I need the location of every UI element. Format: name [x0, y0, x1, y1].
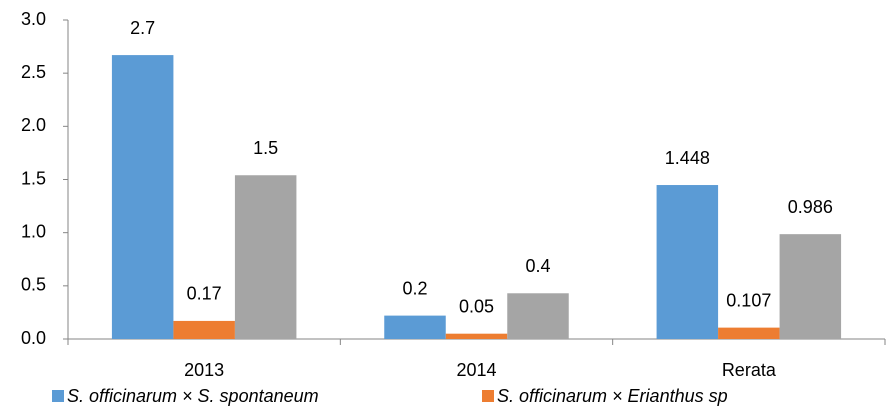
y-tick-label: 1.5 [21, 168, 46, 188]
y-tick-label: 2.5 [21, 62, 46, 82]
bar [384, 315, 446, 339]
data-label: 0.05 [459, 296, 494, 316]
x-tick-label: 2013 [184, 360, 224, 380]
y-tick-label: 1.0 [21, 221, 46, 241]
bar [718, 327, 780, 339]
data-label: 0.17 [187, 284, 222, 304]
legend-swatch [52, 390, 64, 402]
y-tick-label: 2.0 [21, 115, 46, 135]
bar [656, 185, 719, 339]
x-tick-label: 2014 [456, 360, 496, 380]
bar [779, 234, 842, 339]
legend-swatch [482, 390, 494, 402]
data-label: 1.5 [253, 138, 278, 158]
y-tick-label: 0.5 [21, 275, 46, 295]
data-label: 0.986 [788, 197, 833, 217]
data-label: 0.107 [726, 290, 771, 310]
data-label: 0.2 [402, 278, 427, 298]
data-label: 1.448 [665, 148, 710, 168]
y-tick-label: 0.0 [21, 328, 46, 348]
bar [507, 293, 569, 339]
data-label: 2.7 [130, 18, 155, 38]
legend-label: S. officinarum × Erianthus sp [497, 386, 728, 406]
data-label: 0.4 [525, 256, 550, 276]
x-tick-label: Rerata [722, 360, 777, 380]
bar [445, 333, 508, 339]
legend-label: S. officinarum × S. spontaneum [67, 386, 319, 406]
bar [234, 175, 297, 339]
bar [173, 320, 235, 339]
bar [111, 55, 174, 340]
y-tick-label: 3.0 [21, 9, 46, 29]
